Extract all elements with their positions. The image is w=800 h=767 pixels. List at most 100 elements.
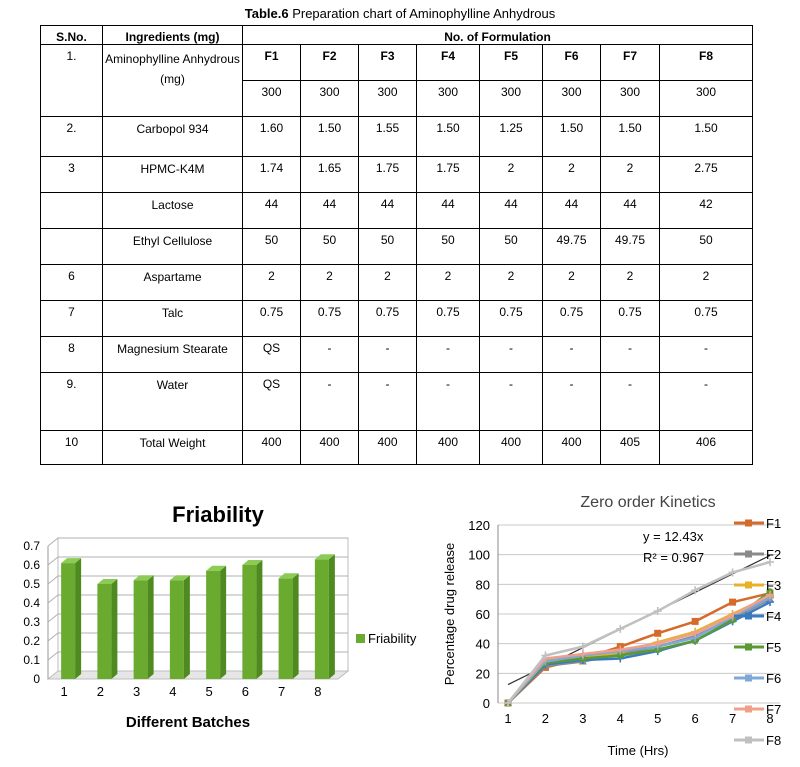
bar-side: [75, 558, 82, 679]
table-cell: 1.75: [358, 156, 417, 193]
table-cell: -: [416, 336, 480, 373]
x-tick-label: 3: [579, 711, 586, 726]
bar-side: [111, 579, 118, 679]
bar: [61, 563, 76, 679]
table-cell: 50: [242, 228, 301, 265]
plot-floor: [46, 670, 350, 680]
table-cell: 44: [416, 192, 480, 229]
table-cell: 44: [300, 192, 359, 229]
y-tick-label: 60: [476, 607, 490, 622]
table-cell: 44: [542, 192, 601, 229]
bar-side: [147, 575, 154, 679]
row-sno: 7: [40, 300, 103, 337]
data-point: [691, 629, 700, 638]
y-axis-title: Percentage drug release: [442, 543, 457, 685]
data-point: [653, 639, 662, 648]
table-cell: -: [658, 372, 754, 431]
table-cell: 2: [658, 264, 754, 301]
table-cell: 2: [242, 264, 301, 301]
row-ingredient: Magnesium Stearate: [102, 336, 243, 373]
x-tick-label: 6: [242, 684, 249, 699]
table-cell: 1.50: [600, 116, 660, 157]
table-cell: 400: [242, 430, 301, 465]
bar-top: [314, 554, 335, 560]
legend-marker: [745, 612, 752, 620]
table-cell: 1.50: [416, 116, 480, 157]
gridline: [47, 556, 348, 566]
table-cell: 300: [300, 80, 359, 117]
y-tick-label: 0.7: [23, 539, 40, 553]
bar-side: [328, 554, 335, 679]
table-row: 3 HPMC-K4M 1.74 1.65 1.75 1.75 2 2 2 2.75: [40, 156, 754, 193]
table-cell: -: [416, 372, 480, 431]
x-tick-label: 2: [97, 684, 104, 699]
zero-order-kinetics-chart: 0 20 40 60 80 100 120 1 2 3 4 5 6 7 8 F1 F2 F3 F4 F5 F6 F7 F8 Z…: [442, 494, 781, 758]
table-cell: 0.75: [600, 300, 660, 337]
table-cell: 300: [416, 80, 480, 117]
row-sno: [40, 228, 103, 265]
table-cell: -: [479, 336, 543, 373]
table-cell: 400: [300, 430, 359, 465]
table-cell: 2: [542, 156, 601, 193]
legend-marker: [745, 550, 752, 558]
data-point: [653, 607, 662, 616]
formulation-header: F1: [242, 44, 301, 81]
y-tick-label: 0.5: [23, 577, 40, 591]
chart-title: Zero order Kinetics: [580, 494, 715, 511]
table-cell: 300: [358, 80, 417, 117]
y-tick-label: 0.3: [23, 615, 40, 629]
row-sno: 3: [40, 156, 103, 193]
row-sno: 8: [40, 336, 103, 373]
bar-top: [278, 573, 299, 579]
data-point: [578, 642, 587, 651]
y-tick-label: 0: [33, 672, 40, 686]
legend-marker: [745, 674, 752, 682]
x-tick-label: 7: [729, 711, 736, 726]
table-row: 1. Aminophylline Anhydrous (mg) F1 F2 F3 F4 F5…: [40, 44, 754, 117]
table-cell: 300: [600, 80, 660, 117]
series-line-f7: [507, 593, 771, 704]
bar-top: [242, 560, 263, 565]
row-ingredient: Water: [102, 372, 243, 431]
x-tick-label: 4: [617, 711, 624, 726]
table-row: 9. Water QS - - - - - - -: [40, 372, 754, 431]
legend-marker: [745, 643, 752, 651]
formulation-header: F2: [300, 44, 359, 81]
table-cell: 49.75: [600, 228, 660, 265]
legend-marker: [745, 736, 752, 744]
friability-chart: 0 0.1 0.2 0.3 0.4 0.5 0.6 0.7 1 2 3 4 5 6 7 8 Friability…: [23, 502, 417, 731]
table-row: 6 Aspartame 2 2 2 2 2 2 2 2: [40, 264, 754, 301]
legend-label: F5: [766, 640, 781, 655]
bar-top: [97, 579, 118, 584]
table-cell: -: [600, 336, 660, 373]
table-cell: 1.50: [300, 116, 359, 157]
x-tick-label: 4: [169, 684, 176, 699]
bar-top: [61, 558, 82, 564]
legend-label: F6: [766, 671, 781, 686]
legend-marker: [745, 705, 752, 713]
table-cell: 1.60: [242, 116, 301, 157]
row-sno: 10: [40, 430, 103, 465]
row-sno: 6: [40, 264, 103, 301]
table-cell: 44: [600, 192, 660, 229]
y-tick-label: 0.4: [23, 596, 40, 610]
bar: [206, 570, 221, 679]
x-tick-label: 8: [766, 711, 773, 726]
table-row: Ethyl Cellulose 50 50 50 50 50 49.75 49.75 50: [40, 228, 754, 265]
table-cell: -: [542, 336, 601, 373]
table-cell: 2: [300, 264, 359, 301]
table-cell: 50: [358, 228, 417, 265]
table-cell: 300: [242, 80, 301, 117]
x-tick-label: 3: [133, 684, 140, 699]
table-cell: 1.50: [658, 116, 754, 157]
table-row: Lactose 44 44 44 44 44 44 44 42: [40, 192, 754, 229]
formulation-header: F3: [358, 44, 417, 81]
legend-marker: [745, 581, 752, 589]
x-tick-label: 8: [314, 684, 321, 699]
bar: [133, 580, 148, 679]
row-sno: 9.: [40, 372, 103, 431]
formulation-header: F6: [542, 44, 601, 81]
x-tick-label: 7: [278, 684, 285, 699]
data-point: [578, 650, 587, 659]
x-tick-label: 6: [692, 711, 699, 726]
